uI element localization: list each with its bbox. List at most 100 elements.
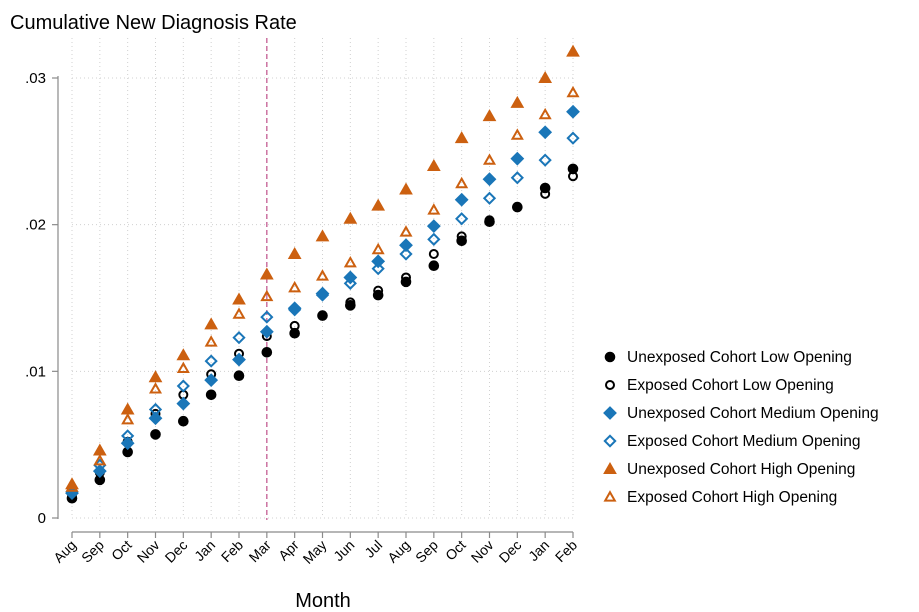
data-point [538, 153, 552, 167]
data-point [371, 262, 385, 276]
data-point [401, 272, 411, 283]
data-point [204, 317, 219, 330]
data-point [426, 158, 441, 171]
x-tick-label: Aug [50, 537, 79, 566]
legend-label: Unexposed Cohort Low Opening [627, 349, 852, 366]
x-tick-label: Oct [108, 537, 135, 564]
data-point [512, 202, 523, 213]
data-point [510, 128, 524, 140]
x-tick-label: Feb [552, 537, 581, 566]
data-point [289, 327, 300, 339]
data-point [538, 125, 553, 140]
data-point [456, 231, 467, 242]
data-point [371, 254, 386, 269]
data-point [121, 412, 135, 425]
data-point [315, 269, 330, 281]
x-tick-label: Jun [330, 537, 357, 564]
data-point [399, 238, 413, 253]
legend-marker [603, 490, 617, 502]
x-tick-label: Nov [134, 537, 163, 566]
data-point [232, 307, 246, 319]
legend-label: Exposed Cohort High Opening [627, 489, 837, 506]
x-tick-label: May [300, 537, 330, 567]
data-point [343, 276, 357, 290]
data-point [315, 288, 330, 302]
x-tick-label: Oct [442, 537, 469, 564]
data-point [288, 280, 302, 293]
data-point [92, 443, 107, 456]
x-tick-label: Aug [384, 537, 413, 566]
data-point [204, 373, 219, 388]
data-point [233, 370, 245, 382]
x-tick-label: Jul [361, 537, 385, 561]
data-point [482, 172, 497, 187]
data-point [232, 352, 246, 367]
data-point [232, 330, 246, 345]
data-point [371, 242, 385, 255]
data-point [510, 171, 524, 185]
data-point [427, 232, 441, 246]
y-tick-label: .01 [25, 363, 46, 380]
data-point [315, 229, 330, 242]
data-point [538, 70, 553, 83]
y-tick-label: .02 [25, 217, 46, 234]
data-point [482, 191, 497, 205]
data-point [568, 171, 578, 182]
data-point [484, 215, 495, 226]
x-tick-label: Dec [162, 537, 191, 566]
data-point [454, 192, 469, 207]
data-point [259, 324, 274, 339]
x-tick-label: Sep [78, 537, 107, 566]
y-tick-label: 0 [38, 510, 46, 527]
data-point [454, 131, 469, 144]
data-point [120, 436, 135, 451]
legend-marker [603, 461, 617, 474]
data-point [455, 176, 469, 189]
data-point [566, 104, 580, 119]
x-tick-label: Nov [468, 537, 497, 566]
data-point [428, 260, 440, 272]
data-point [399, 182, 413, 195]
legend-label: Unexposed Cohort High Opening [627, 461, 855, 478]
data-point [428, 249, 439, 259]
data-point [566, 85, 580, 98]
legend-marker [604, 351, 616, 363]
data-point [538, 107, 552, 120]
data-point [567, 163, 579, 175]
x-tick-label: Jan [191, 537, 218, 564]
x-tick-label: Sep [412, 537, 441, 566]
data-point [345, 297, 356, 308]
x-axis-title: Month [295, 590, 351, 612]
data-point [510, 151, 525, 166]
data-point [148, 370, 163, 383]
data-point [176, 396, 191, 411]
chart-title: Cumulative New Diagnosis Rate [10, 12, 297, 34]
data-point [399, 225, 413, 237]
legend-marker [603, 406, 617, 420]
data-point [566, 44, 580, 57]
data-point [343, 255, 357, 268]
data-point [289, 320, 300, 331]
data-point [427, 203, 441, 215]
data-point [426, 219, 441, 234]
data-point [176, 361, 190, 373]
data-point [176, 379, 190, 393]
data-point [261, 346, 273, 358]
data-point [176, 348, 191, 361]
data-point [566, 131, 580, 145]
data-point [204, 335, 218, 347]
x-tick-label: Mar [246, 537, 275, 566]
data-point [178, 415, 189, 427]
data-point [205, 389, 217, 401]
data-point [510, 95, 525, 108]
y-tick-label: .03 [25, 70, 46, 87]
data-point [455, 212, 469, 226]
data-point [287, 246, 302, 259]
legend-marker [603, 434, 617, 448]
data-point [148, 411, 163, 426]
legend-marker [605, 380, 615, 390]
data-point [345, 300, 356, 311]
data-point [317, 310, 328, 321]
